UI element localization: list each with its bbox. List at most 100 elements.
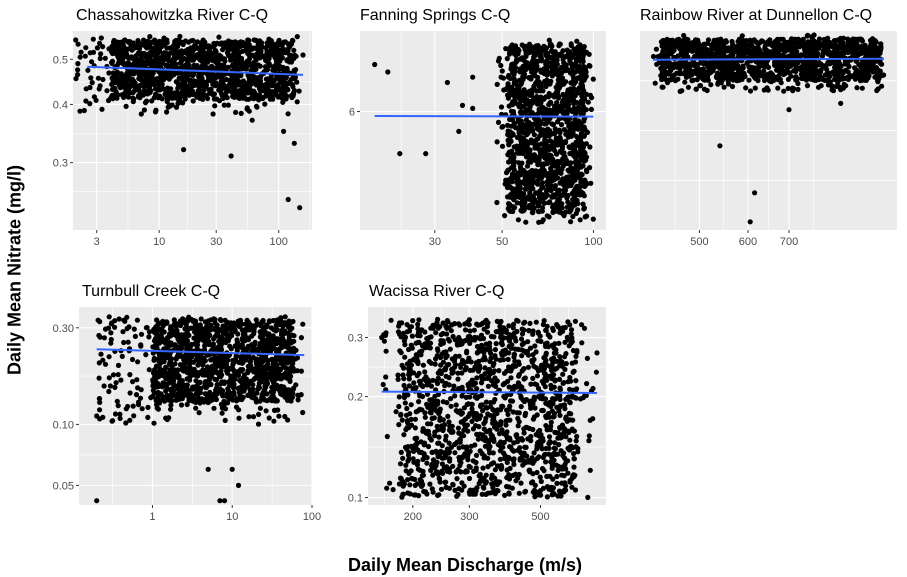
data-point (291, 67, 297, 74)
data-point (559, 146, 565, 152)
data-point (665, 77, 671, 83)
data-point (279, 94, 285, 100)
data-point (542, 134, 549, 140)
data-point (580, 53, 586, 59)
data-point (535, 181, 541, 187)
data-point (548, 187, 554, 194)
data-point (229, 43, 235, 49)
data-point (82, 53, 88, 59)
data-point (535, 116, 541, 122)
data-point (739, 76, 745, 82)
data-point (746, 77, 752, 83)
data-point (564, 204, 570, 210)
data-point (220, 77, 227, 83)
data-point (539, 205, 546, 211)
data-point (537, 95, 543, 101)
data-point (549, 194, 555, 200)
data-point (85, 67, 91, 73)
data-point (164, 37, 170, 43)
data-point (861, 77, 868, 83)
data-point (515, 174, 521, 180)
data-point (191, 46, 197, 52)
data-point (277, 42, 283, 48)
data-point (811, 38, 817, 44)
data-point (274, 52, 280, 58)
data-point (775, 85, 781, 91)
data-point (539, 107, 545, 114)
data-point (558, 168, 564, 174)
data-point (569, 64, 575, 70)
data-point (577, 69, 584, 75)
data-point (210, 111, 216, 117)
data-point (194, 55, 200, 61)
data-point (506, 141, 512, 147)
data-point (807, 62, 813, 68)
data-point (542, 141, 548, 147)
data-point (536, 192, 542, 198)
data-point (164, 95, 170, 101)
data-point (564, 160, 570, 166)
data-point (525, 159, 531, 165)
data-point (179, 81, 185, 87)
data-point (557, 74, 563, 80)
data-point (88, 75, 94, 81)
data-point (522, 98, 528, 105)
data-point (238, 110, 244, 116)
data-point (554, 200, 560, 206)
data-point (129, 70, 135, 76)
data-point (776, 67, 782, 74)
data-point (300, 52, 306, 58)
data-point (563, 174, 570, 180)
data-point (506, 91, 512, 97)
data-point (530, 87, 536, 93)
data-point (546, 79, 553, 85)
data-point (533, 144, 540, 150)
data-point (529, 69, 535, 75)
data-point (164, 109, 170, 115)
outlier-point (372, 61, 378, 68)
data-point (539, 165, 546, 171)
data-point (229, 53, 235, 59)
outlier-point (385, 69, 391, 75)
data-point (238, 73, 244, 79)
data-point (77, 108, 83, 114)
data-point (225, 64, 231, 70)
data-point (560, 163, 566, 169)
data-point (124, 81, 130, 88)
data-point (718, 80, 724, 86)
data-point (135, 359, 141, 365)
data-point (652, 80, 658, 86)
data-point (286, 59, 292, 65)
data-point (203, 84, 209, 90)
data-point (562, 140, 569, 146)
data-point (98, 35, 104, 41)
data-point (291, 55, 297, 62)
data-point (251, 94, 257, 100)
data-point (227, 81, 233, 87)
data-point (536, 209, 542, 215)
data-point (225, 38, 232, 44)
data-point (273, 84, 279, 90)
data-point (782, 48, 788, 54)
data-point (227, 343, 233, 349)
data-point (157, 82, 163, 88)
data-point (699, 43, 705, 49)
data-point (279, 89, 285, 95)
outlier-point (459, 102, 466, 108)
data-point (574, 38, 580, 44)
data-point (661, 65, 667, 71)
data-point (537, 121, 543, 127)
data-point (571, 76, 577, 82)
data-point (75, 41, 81, 47)
data-point (653, 46, 660, 52)
data-point (529, 140, 536, 146)
data-point (581, 118, 587, 124)
data-point (212, 103, 218, 109)
data-point (539, 185, 545, 191)
data-point (511, 167, 517, 173)
data-point (242, 81, 248, 87)
data-point (877, 59, 883, 65)
data-point (270, 67, 276, 73)
data-point (527, 104, 533, 110)
